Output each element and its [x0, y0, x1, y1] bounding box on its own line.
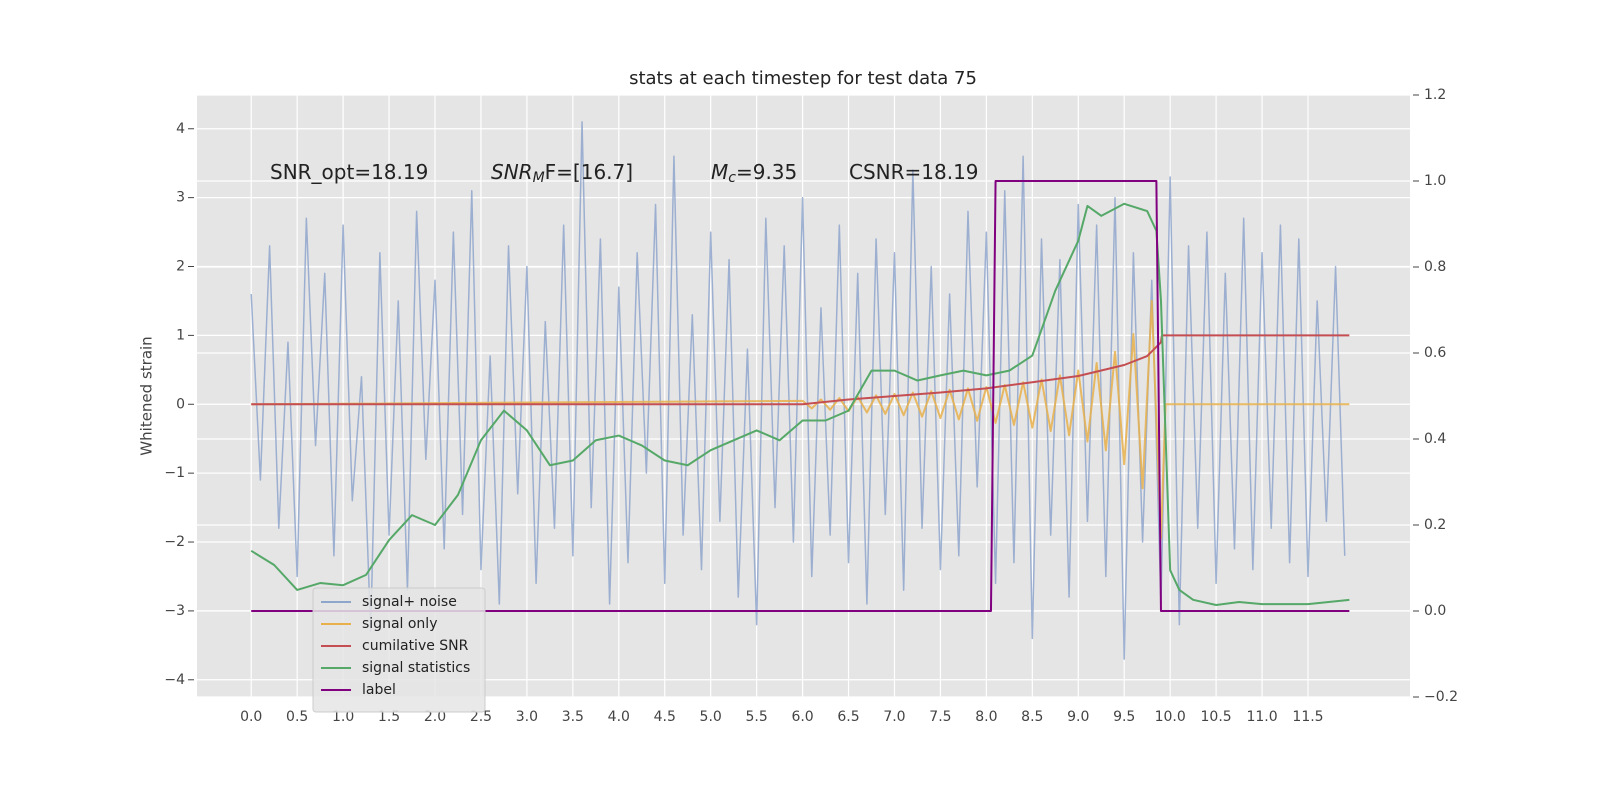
x-tick-label: 11.0 — [1246, 709, 1277, 725]
y2-tick-label: 0.2 — [1424, 517, 1446, 533]
x-tick-label: 2.0 — [424, 709, 446, 725]
x-tick-label: 9.0 — [1067, 709, 1089, 725]
annotation-part: SNR_opt=18.19 — [270, 160, 428, 184]
annotation-part: M — [711, 160, 728, 184]
annotation-part: =9.35 — [736, 160, 797, 184]
annotation: SNR_opt=18.19 — [270, 160, 428, 184]
annotation-part: M — [533, 170, 545, 186]
x-tick-label: 7.0 — [883, 709, 905, 725]
annotation-part: CSNR=18.19 — [849, 160, 979, 184]
x-tick-label: 8.0 — [975, 709, 997, 725]
x-tick-label: 5.5 — [746, 709, 768, 725]
x-tick-label: 6.0 — [791, 709, 813, 725]
annotation: Mc=9.35 — [711, 160, 797, 187]
y2-tick-label: 1.0 — [1424, 173, 1446, 189]
x-tick-label: 5.0 — [700, 709, 722, 725]
x-tick-label: 2.5 — [470, 709, 492, 725]
y2-tick-label: 0.6 — [1424, 345, 1446, 361]
x-tick-label: 0.0 — [240, 709, 262, 725]
x-tick-label: 3.0 — [516, 709, 538, 725]
x-tick-label: 6.5 — [837, 709, 859, 725]
y-axis-label: Whitened strain — [138, 336, 156, 455]
legend-label: label — [362, 682, 396, 698]
x-tick-label: 4.5 — [654, 709, 676, 725]
y-tick-label: −4 — [164, 672, 185, 688]
series-line — [251, 180, 1350, 612]
y-tick-label: 2 — [176, 259, 185, 275]
annotation-part: F=[16.7] — [545, 160, 633, 184]
chart-title: stats at each timestep for test data 75 — [629, 68, 977, 89]
x-tick-label: 3.5 — [562, 709, 584, 725]
x-tick-label: 1.0 — [332, 709, 354, 725]
y-tick-label: 1 — [176, 327, 185, 343]
y-tick-label: −2 — [164, 534, 185, 550]
series-line — [251, 299, 1350, 540]
x-tick-label: 9.5 — [1113, 709, 1135, 725]
x-tick-label: 1.5 — [378, 709, 400, 725]
legend-label: signal statistics — [362, 660, 470, 676]
y-tick-label: 3 — [176, 190, 185, 206]
y2-tick-label: −0.2 — [1424, 689, 1458, 705]
annotation-part: SNR — [491, 160, 533, 184]
legend-label: cumilative SNR — [362, 638, 469, 654]
series-line — [250, 202, 1350, 606]
y2-tick-label: 0.0 — [1424, 603, 1446, 619]
x-tick-label: 7.5 — [929, 709, 951, 725]
legend-box — [312, 587, 486, 713]
legend-label: signal only — [362, 616, 437, 632]
series-line — [250, 121, 1346, 660]
series-line — [251, 334, 1350, 406]
y-tick-label: 0 — [176, 396, 185, 412]
annotation-part: c — [728, 170, 736, 186]
y-tick-label: −1 — [164, 465, 185, 481]
annotation: CSNR=18.19 — [849, 160, 979, 184]
x-tick-label: 4.0 — [608, 709, 630, 725]
x-tick-label: 11.5 — [1292, 709, 1323, 725]
legend-label: signal+ noise — [362, 594, 457, 610]
y2-tick-label: 0.4 — [1424, 431, 1446, 447]
x-tick-label: 10.0 — [1155, 709, 1186, 725]
y-tick-label: −3 — [164, 603, 185, 619]
x-tick-label: 10.5 — [1201, 709, 1232, 725]
annotation: SNRMF=[16.7] — [491, 160, 633, 187]
y-tick-label: 4 — [176, 121, 185, 137]
y2-tick-label: 1.2 — [1424, 87, 1446, 103]
y2-tick-label: 0.8 — [1424, 259, 1446, 275]
x-tick-label: 8.5 — [1021, 709, 1043, 725]
x-tick-label: 0.5 — [286, 709, 308, 725]
